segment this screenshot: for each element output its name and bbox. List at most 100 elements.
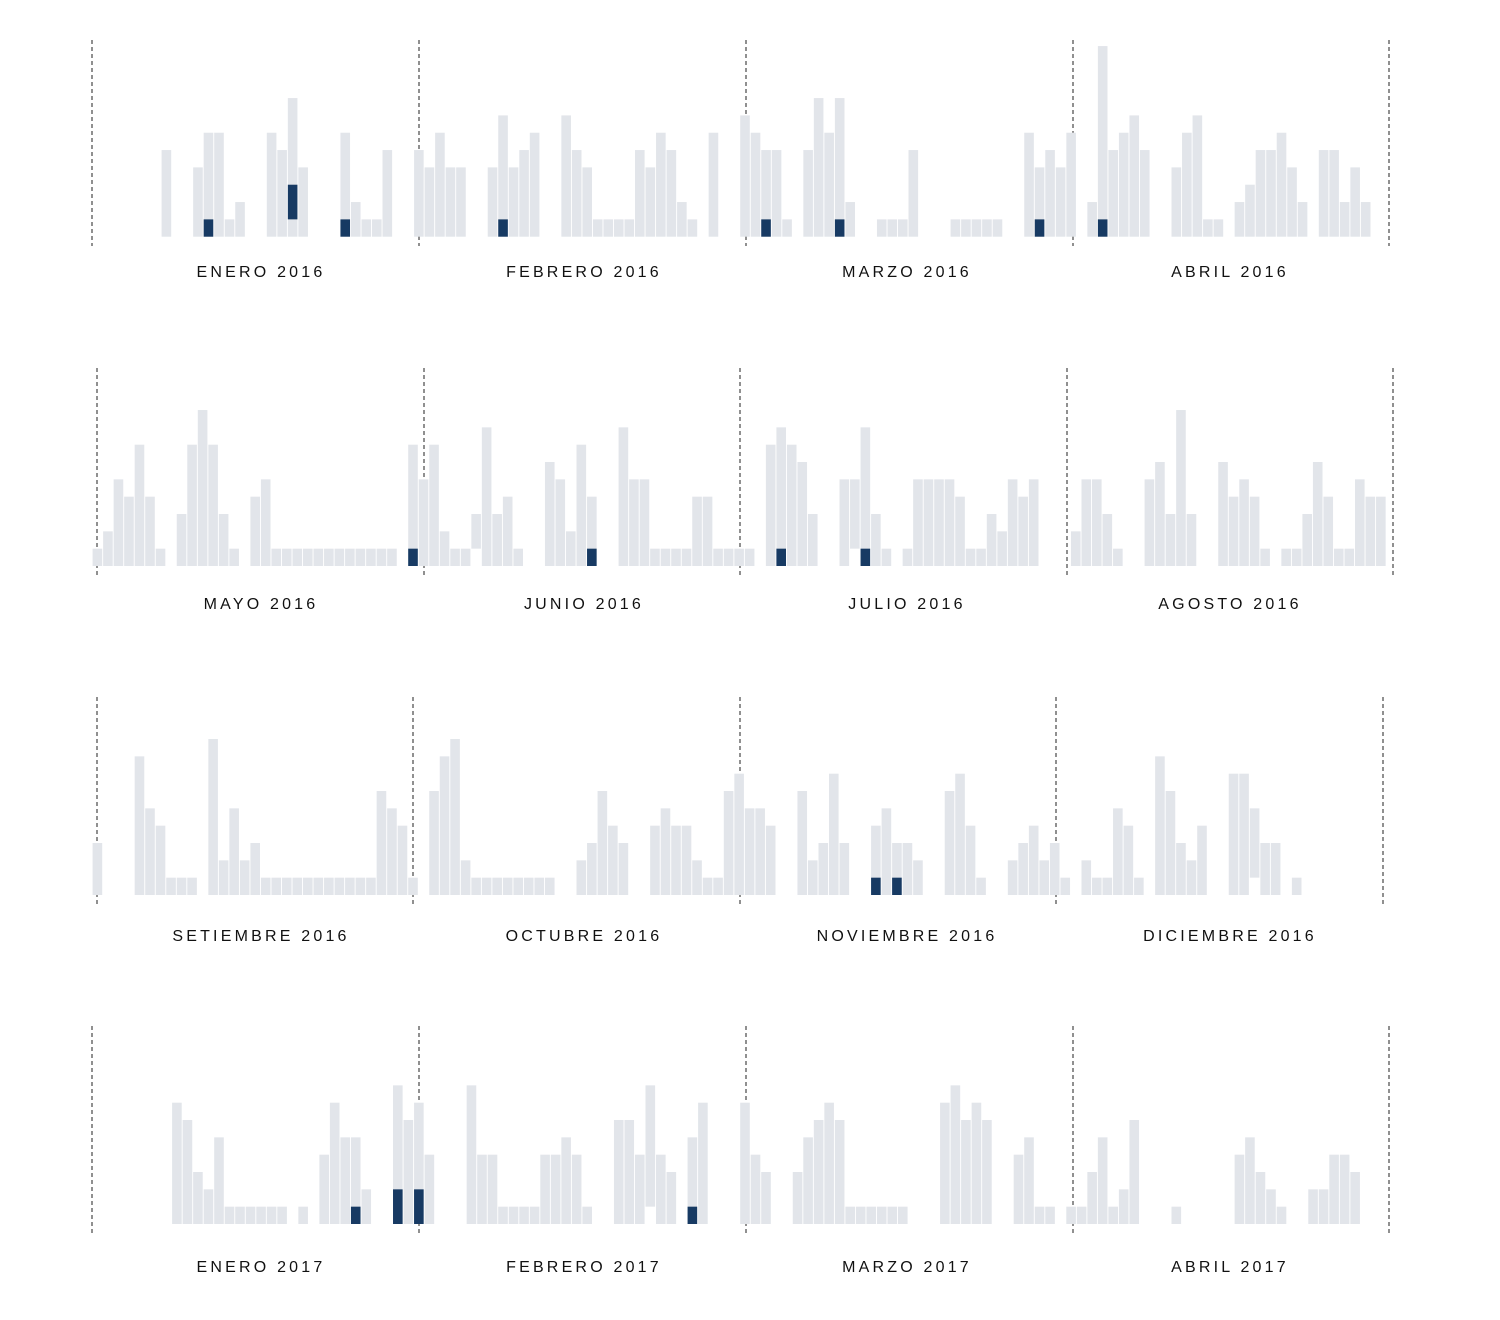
- day-bar: [702, 496, 713, 566]
- day-bar: [582, 1206, 592, 1224]
- month-label: FEBRERO 2016: [506, 264, 662, 281]
- month-label: ENERO 2016: [196, 264, 326, 281]
- day-bar: [519, 1206, 529, 1224]
- day-bar: [671, 548, 681, 566]
- day-bar: [913, 479, 923, 566]
- day-bar: [281, 877, 292, 895]
- day-bar: [871, 825, 881, 895]
- day-bar: [366, 877, 376, 895]
- day-bar: [498, 1206, 508, 1224]
- day-bar: [1097, 46, 1108, 237]
- day-bar: [450, 548, 460, 566]
- day-bar: [997, 531, 1007, 566]
- day-bar: [692, 860, 702, 895]
- day-bar: [250, 843, 260, 895]
- day-bar: [666, 150, 677, 237]
- day-bar: [1323, 496, 1334, 566]
- day-bar: [471, 877, 481, 895]
- day-bar: [224, 1206, 235, 1224]
- day-bar: [1197, 825, 1207, 895]
- day-bar: [782, 219, 792, 237]
- day-bar: [266, 132, 277, 237]
- day-bar: [765, 825, 776, 895]
- day-bar: [776, 427, 786, 566]
- day-bar: [624, 1120, 635, 1224]
- day-bar: [708, 132, 719, 237]
- day-bar: [1028, 825, 1039, 895]
- day-bar: [955, 496, 965, 566]
- day-bar: [1076, 1206, 1087, 1224]
- day-bar: [561, 1137, 571, 1224]
- month-label: OCTUBRE 2016: [505, 928, 663, 945]
- day-bar: [334, 548, 345, 566]
- day-bar: [366, 548, 376, 566]
- day-bar: [214, 132, 224, 237]
- day-bar: [193, 1172, 203, 1224]
- day-bar: [166, 877, 176, 895]
- day-bar: [1266, 1189, 1276, 1224]
- day-bar: [155, 825, 166, 895]
- day-bar: [976, 877, 986, 895]
- day-bar: [860, 427, 871, 566]
- day-bar: [350, 202, 361, 237]
- day-bar: [1034, 1206, 1045, 1224]
- day-bar: [124, 496, 134, 566]
- day-bar: [134, 756, 145, 895]
- day-bar: [1234, 202, 1245, 237]
- day-bar: [523, 877, 534, 895]
- day-bar: [544, 462, 555, 566]
- day-bar: [397, 825, 408, 895]
- day-bar: [1376, 496, 1386, 566]
- day-bar: [982, 219, 992, 237]
- day-bar: [1087, 202, 1097, 237]
- day-bar: [845, 202, 855, 237]
- day-bar: [592, 219, 603, 237]
- day-bar: [1092, 479, 1102, 566]
- day-bar: [1024, 132, 1034, 237]
- day-bar: [786, 444, 797, 566]
- day-bar: [1186, 514, 1197, 566]
- day-bar: [944, 791, 955, 895]
- day-bar: [650, 548, 660, 566]
- day-bar: [1213, 219, 1224, 237]
- day-bar: [350, 1137, 361, 1224]
- day-bar: [1355, 479, 1365, 566]
- day-bar: [456, 167, 466, 237]
- day-bar: [324, 548, 334, 566]
- day-bar: [1060, 877, 1071, 895]
- day-bar: [971, 1102, 982, 1224]
- day-bar: [887, 1206, 898, 1224]
- day-bar: [1129, 1120, 1140, 1224]
- day-bar: [839, 843, 850, 895]
- day-bar: [1218, 462, 1228, 566]
- day-bar: [1028, 479, 1039, 566]
- day-bar: [208, 739, 218, 895]
- day-bar: [481, 427, 492, 566]
- day-bar: [408, 877, 418, 895]
- day-bar: [740, 115, 750, 237]
- day-bar: [1245, 184, 1255, 237]
- day-bar: [513, 548, 523, 566]
- day-bar: [944, 479, 955, 566]
- highlight-bar: [498, 219, 508, 237]
- day-bar: [1070, 531, 1081, 566]
- day-bar: [744, 548, 755, 566]
- day-bar: [145, 496, 155, 566]
- highlight-bar: [761, 219, 771, 237]
- day-bar: [224, 219, 235, 237]
- day-bar: [1007, 479, 1018, 566]
- day-bar: [260, 877, 271, 895]
- day-bar: [576, 444, 587, 566]
- day-bar: [992, 219, 1003, 237]
- day-bar: [902, 843, 913, 895]
- day-bar: [645, 1085, 656, 1207]
- day-bar: [466, 1085, 477, 1224]
- day-bar: [597, 791, 608, 895]
- day-bar: [1092, 877, 1102, 895]
- day-bar: [1165, 514, 1176, 566]
- day-bar: [429, 791, 439, 895]
- day-bar: [355, 877, 366, 895]
- day-bar: [629, 479, 639, 566]
- day-bar: [1270, 843, 1281, 895]
- day-bar: [534, 877, 545, 895]
